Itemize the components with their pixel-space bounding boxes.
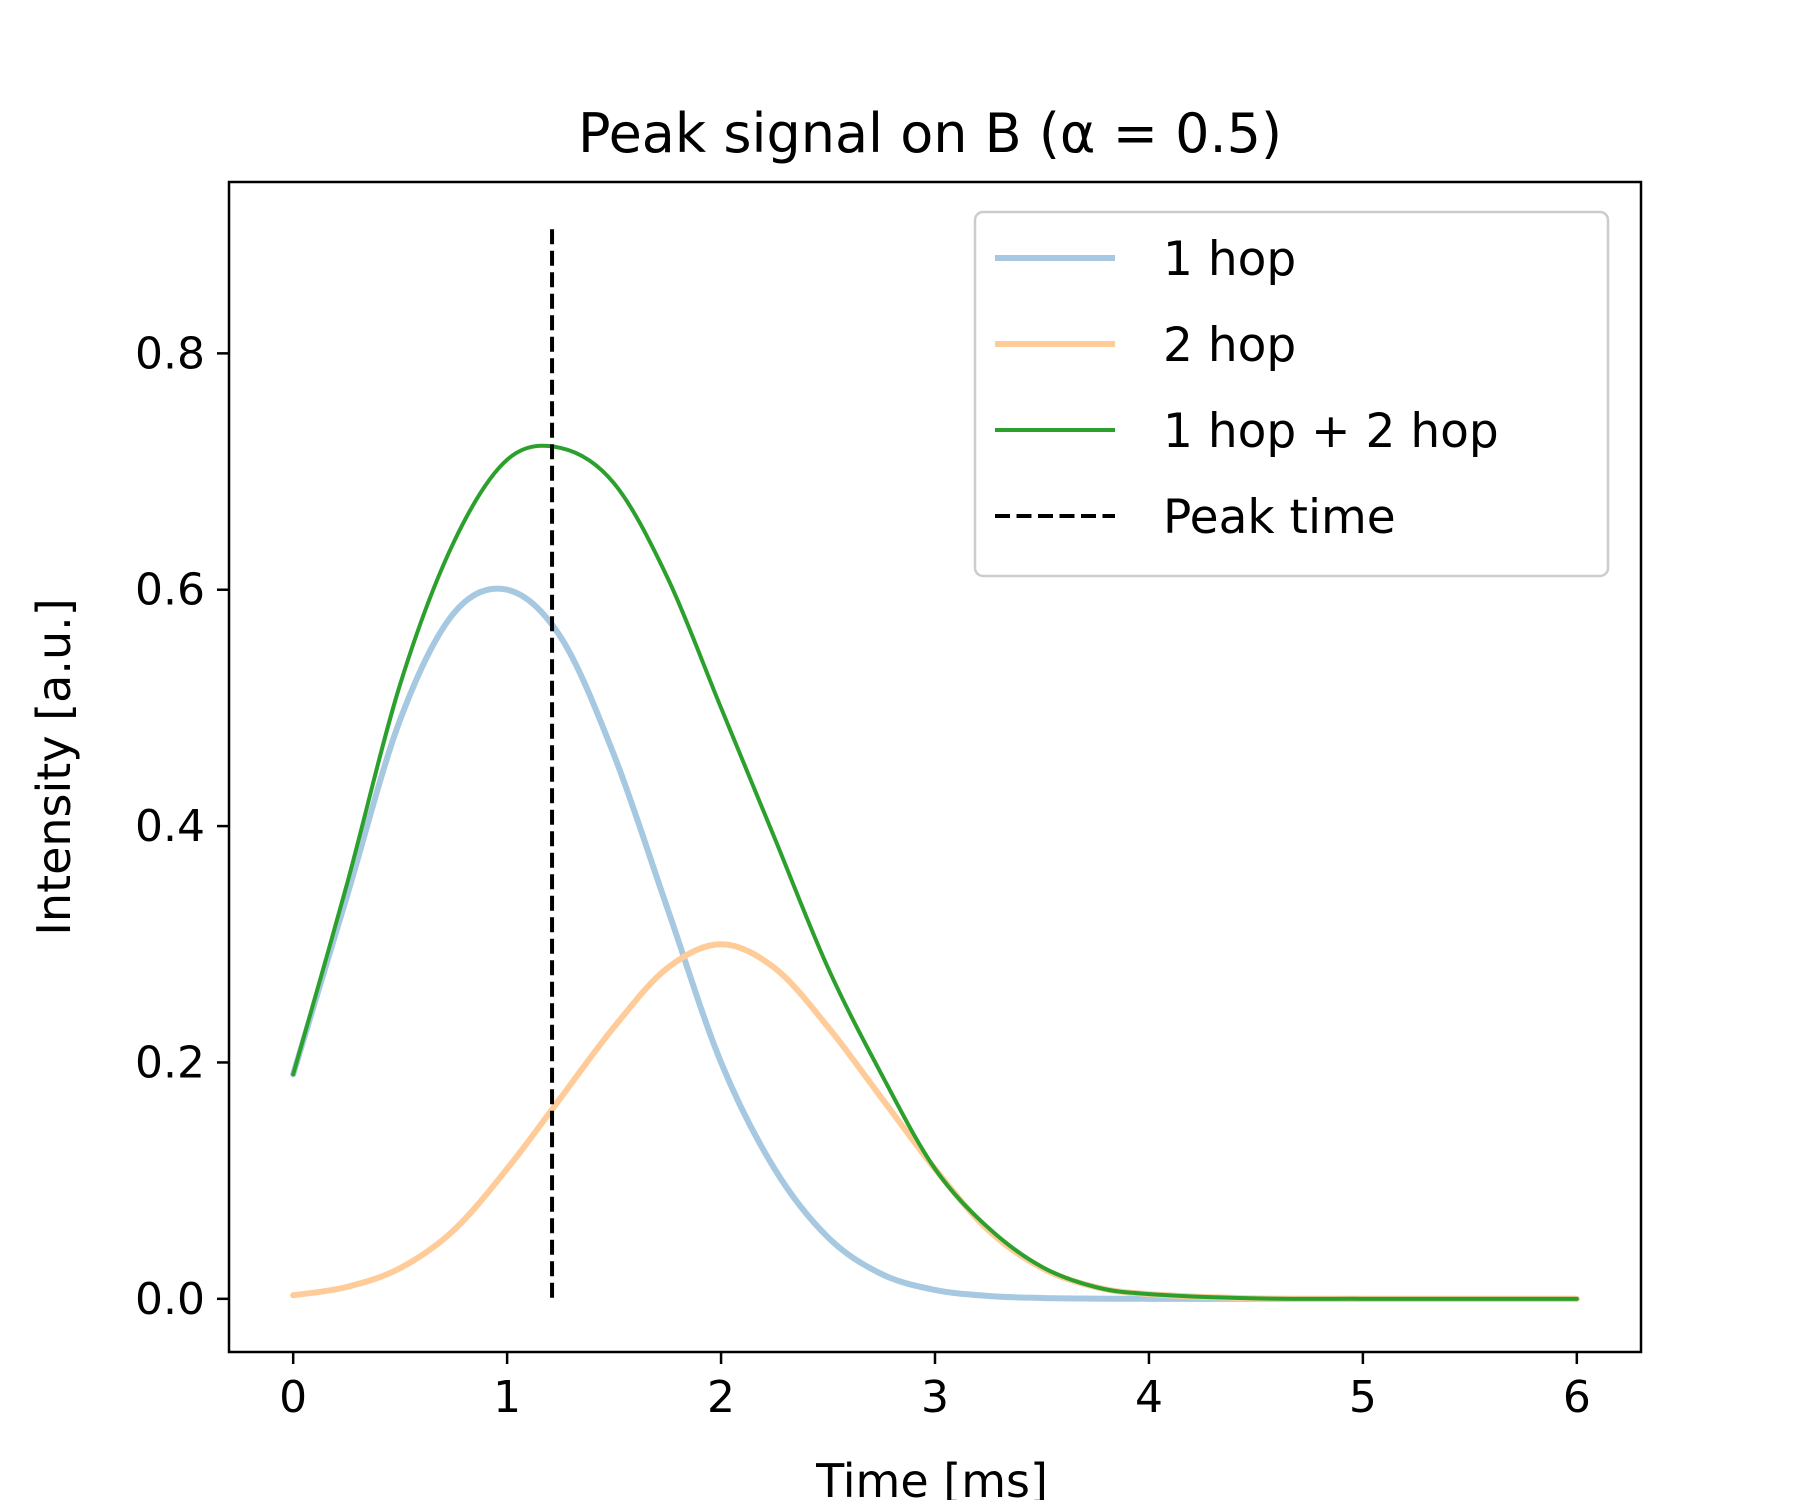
legend-label: 1 hop + 2 hop <box>1163 404 1499 459</box>
y-tick-label: 0.0 <box>135 1274 205 1325</box>
legend-label: Peak time <box>1163 490 1396 545</box>
y-tick-label: 0.6 <box>135 565 205 616</box>
x-tick-label: 0 <box>279 1372 307 1423</box>
legend-label: 1 hop <box>1163 232 1296 287</box>
x-tick-label: 6 <box>1563 1372 1591 1423</box>
legend-label: 2 hop <box>1163 318 1296 373</box>
series-line-3 <box>291 443 1579 1301</box>
y-axis-title: Intensity [a.u.] <box>27 598 81 935</box>
y-tick-label: 0.8 <box>135 328 205 379</box>
legend: 1 hop 2 hop 1 hop + 2 hop Peak time <box>973 210 1610 578</box>
x-tick-label: 2 <box>707 1372 735 1423</box>
y-tick-label: 0.2 <box>135 1037 205 1088</box>
x-tick-label: 1 <box>493 1372 521 1423</box>
legend-entries: 1 hop 2 hop 1 hop + 2 hop Peak time <box>995 232 1499 545</box>
chart-title: Peak signal on B (α = 0.5) <box>578 102 1282 165</box>
x-tick-label: 3 <box>921 1372 949 1423</box>
x-tick-label: 5 <box>1349 1372 1377 1423</box>
legend-frame <box>973 210 1610 578</box>
x-tick-label: 4 <box>1135 1372 1163 1423</box>
y-tick-label: 0.4 <box>135 801 205 852</box>
x-axis-ticks: 0 1 2 3 4 5 6 <box>279 1352 1591 1423</box>
x-axis-title: Time [ms] <box>815 1454 1048 1500</box>
y-axis-ticks: 0.0 0.2 0.4 0.6 0.8 <box>135 328 229 1325</box>
series-layer <box>290 443 1580 1302</box>
